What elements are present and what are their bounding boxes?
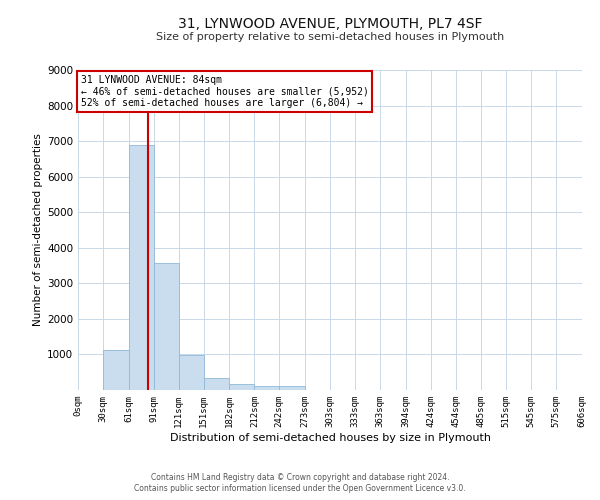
Bar	[129, 146, 154, 390]
Text: Contains HM Land Registry data © Crown copyright and database right 2024.: Contains HM Land Registry data © Crown c…	[151, 472, 449, 482]
Bar	[254, 386, 279, 390]
Bar	[179, 356, 203, 390]
Text: 31 LYNWOOD AVENUE: 84sqm
← 46% of semi-detached houses are smaller (5,952)
52% o: 31 LYNWOOD AVENUE: 84sqm ← 46% of semi-d…	[80, 75, 368, 108]
Y-axis label: Number of semi-detached properties: Number of semi-detached properties	[33, 134, 43, 326]
Bar	[103, 350, 129, 390]
Bar	[279, 386, 305, 390]
Text: 31, LYNWOOD AVENUE, PLYMOUTH, PL7 4SF: 31, LYNWOOD AVENUE, PLYMOUTH, PL7 4SF	[178, 18, 482, 32]
Text: Contains public sector information licensed under the Open Government Licence v3: Contains public sector information licen…	[134, 484, 466, 493]
Bar	[229, 384, 254, 390]
Text: Size of property relative to semi-detached houses in Plymouth: Size of property relative to semi-detach…	[156, 32, 504, 42]
Bar	[154, 264, 179, 390]
X-axis label: Distribution of semi-detached houses by size in Plymouth: Distribution of semi-detached houses by …	[170, 432, 491, 442]
Bar	[203, 378, 229, 390]
